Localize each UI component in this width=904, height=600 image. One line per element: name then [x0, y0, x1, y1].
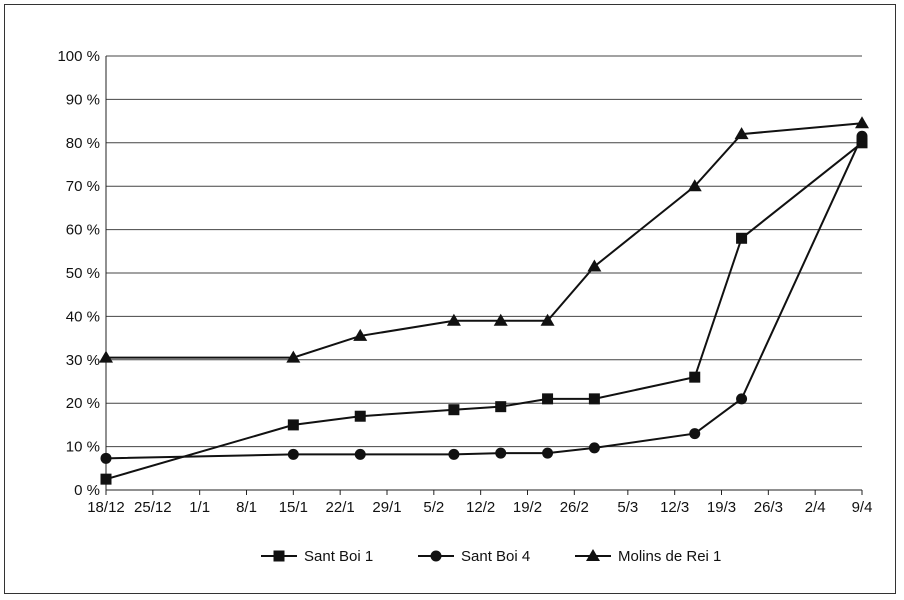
y-tick-label: 70 %	[66, 178, 100, 195]
triangle-marker	[540, 313, 555, 326]
triangle-marker	[446, 313, 461, 326]
x-tick-label: 1/1	[189, 499, 210, 516]
y-tick-label: 90 %	[66, 91, 100, 108]
series-line	[106, 122, 863, 359]
square-marker	[588, 393, 600, 405]
series-line	[105, 135, 863, 460]
triangle-marker	[286, 350, 301, 363]
x-tick-label: 8/1	[236, 499, 257, 516]
y-tick-label: 10 %	[66, 439, 100, 456]
circle-marker	[588, 442, 600, 454]
x-tick-label: 19/2	[513, 499, 542, 516]
x-tick-label: 12/3	[660, 499, 689, 516]
circle-marker	[354, 448, 366, 460]
series-group	[99, 116, 869, 485]
series-molins-de-rei-1	[99, 116, 869, 363]
series-sant-boi-4	[100, 130, 868, 464]
y-tick-label: 0 %	[74, 482, 100, 499]
legend-label: Sant Boi 1	[304, 548, 373, 565]
line-chart: 0 % 10 % 20 % 30 % 40 % 50 % 60 % 70 % 80 % 90 % 1…	[57, 48, 872, 565]
x-tick-label: 18/12	[87, 499, 125, 516]
circle-marker	[542, 447, 554, 459]
square-marker	[287, 419, 299, 431]
circle-marker	[287, 448, 299, 460]
x-axis-tick-labels: 18/12 25/12 1/1 8/1 15/1 22/1 29/1 5/2 12/2 19/2 2…	[87, 499, 872, 516]
y-tick-label: 30 %	[66, 352, 100, 369]
grid-lines	[106, 55, 862, 448]
legend: Sant Boi 1 Sant Boi 4 Molins de Rei 1	[261, 548, 721, 565]
legend-label: Sant Boi 4	[461, 548, 530, 565]
square-marker	[736, 232, 748, 244]
square-marker	[856, 137, 868, 149]
y-tick-label: 80 %	[66, 135, 100, 152]
x-tick-label: 22/1	[326, 499, 355, 516]
square-marker	[448, 404, 460, 416]
series-line	[105, 142, 863, 481]
triangle-marker	[587, 259, 602, 272]
circle-marker	[430, 550, 442, 562]
triangle-marker	[493, 313, 508, 326]
circle-marker	[495, 447, 507, 459]
triangle-marker	[734, 127, 749, 140]
x-tick-label: 26/2	[560, 499, 589, 516]
y-tick-label: 20 %	[66, 395, 100, 412]
square-marker	[273, 550, 285, 562]
x-tick-label: 5/3	[617, 499, 638, 516]
circle-marker	[100, 452, 112, 464]
circle-marker	[736, 393, 748, 405]
legend-item-molins-de-rei-1: Molins de Rei 1	[575, 548, 721, 565]
x-tick-label: 2/4	[805, 499, 826, 516]
axes	[105, 56, 863, 495]
x-tick-label: 29/1	[372, 499, 401, 516]
chart-frame: 0 % 10 % 20 % 30 % 40 % 50 % 60 % 70 % 80 % 90 % 1…	[4, 4, 896, 594]
x-tick-label: 5/2	[423, 499, 444, 516]
circle-marker	[856, 130, 868, 142]
square-marker	[354, 410, 366, 422]
x-tick-label: 9/4	[852, 499, 873, 516]
x-tick-label: 15/1	[279, 499, 308, 516]
square-marker	[100, 473, 112, 485]
y-tick-label: 50 %	[66, 265, 100, 282]
triangle-marker	[353, 328, 368, 341]
series-sant-boi-1	[100, 137, 868, 485]
square-marker	[495, 401, 507, 413]
x-tick-label: 26/3	[754, 499, 783, 516]
square-marker	[542, 393, 554, 405]
legend-label: Molins de Rei 1	[618, 548, 721, 565]
legend-item-sant-boi-1: Sant Boi 1	[261, 548, 373, 565]
y-axis-tick-labels: 0 % 10 % 20 % 30 % 40 % 50 % 60 % 70 % 80 % 90 % 1…	[57, 48, 100, 499]
y-tick-label: 40 %	[66, 308, 100, 325]
square-marker	[689, 371, 701, 383]
triangle-marker	[687, 179, 702, 192]
circle-marker	[448, 448, 460, 460]
triangle-marker	[855, 116, 869, 129]
circle-marker	[689, 428, 701, 440]
y-tick-label: 100 %	[57, 48, 100, 65]
triangle-marker	[586, 549, 600, 561]
y-tick-label: 60 %	[66, 222, 100, 239]
x-tick-label: 19/3	[707, 499, 736, 516]
triangle-marker	[99, 350, 113, 363]
x-tick-label: 12/2	[466, 499, 495, 516]
legend-item-sant-boi-4: Sant Boi 4	[418, 548, 530, 565]
x-tick-label: 25/12	[134, 499, 172, 516]
